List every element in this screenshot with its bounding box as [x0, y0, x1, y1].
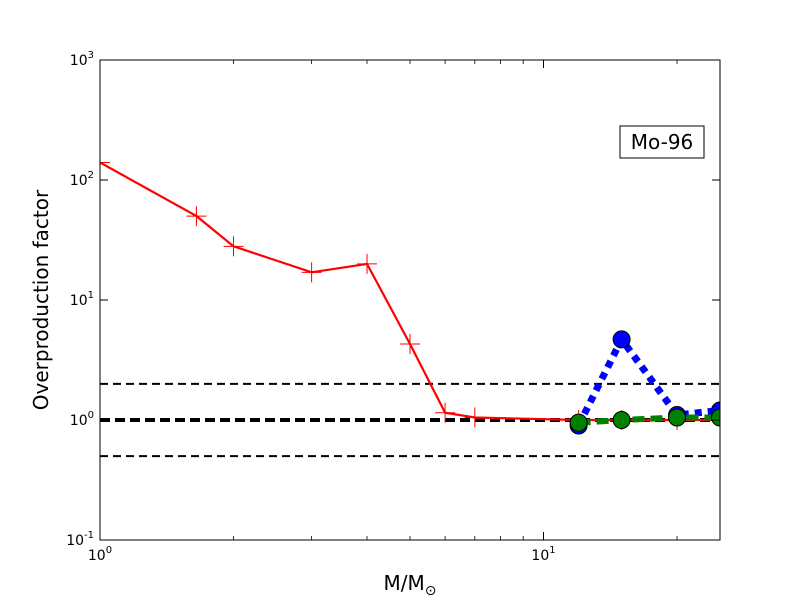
y-tick-label-0: 10-1 — [66, 530, 94, 549]
y-axis-label: Overproduction factor — [29, 189, 53, 410]
series-2-point-3 — [711, 408, 720, 427]
series-0-point-1 — [186, 206, 207, 227]
series-line-1 — [575, 332, 720, 428]
series-line-2 — [578, 414, 720, 426]
x-tick-label-1: 101 — [531, 545, 555, 564]
series-1-point-1 — [612, 330, 631, 349]
annotation-text: Mo-96 — [631, 130, 694, 154]
series-0-point-2 — [223, 236, 244, 257]
series-0-point-7 — [464, 407, 485, 428]
series-0-point-3 — [301, 262, 322, 283]
series-2-point-2 — [668, 408, 687, 427]
y-tick-label-2: 101 — [70, 290, 94, 309]
series-0-point-5 — [400, 333, 420, 354]
x-tick-label-0: 100 — [88, 545, 112, 564]
plot-area — [100, 60, 720, 540]
series-0-point-6 — [435, 402, 456, 423]
series-2-point-1 — [612, 411, 631, 429]
y-tick-label-4: 103 — [70, 50, 94, 69]
plot-frame — [99, 59, 721, 541]
y-tick-label-3: 102 — [70, 170, 94, 189]
series-0-point-0 — [100, 152, 110, 173]
annotation-box: Mo-96 — [619, 125, 705, 159]
x-axis-label-sub: ⊙ — [425, 583, 437, 599]
x-axis-label: M/M⊙ — [384, 571, 437, 599]
series-0-point-4 — [357, 253, 378, 274]
series-2-point-0 — [569, 413, 588, 432]
y-tick-label-1: 100 — [70, 410, 94, 429]
x-axis-label-main: M/M — [384, 571, 425, 595]
